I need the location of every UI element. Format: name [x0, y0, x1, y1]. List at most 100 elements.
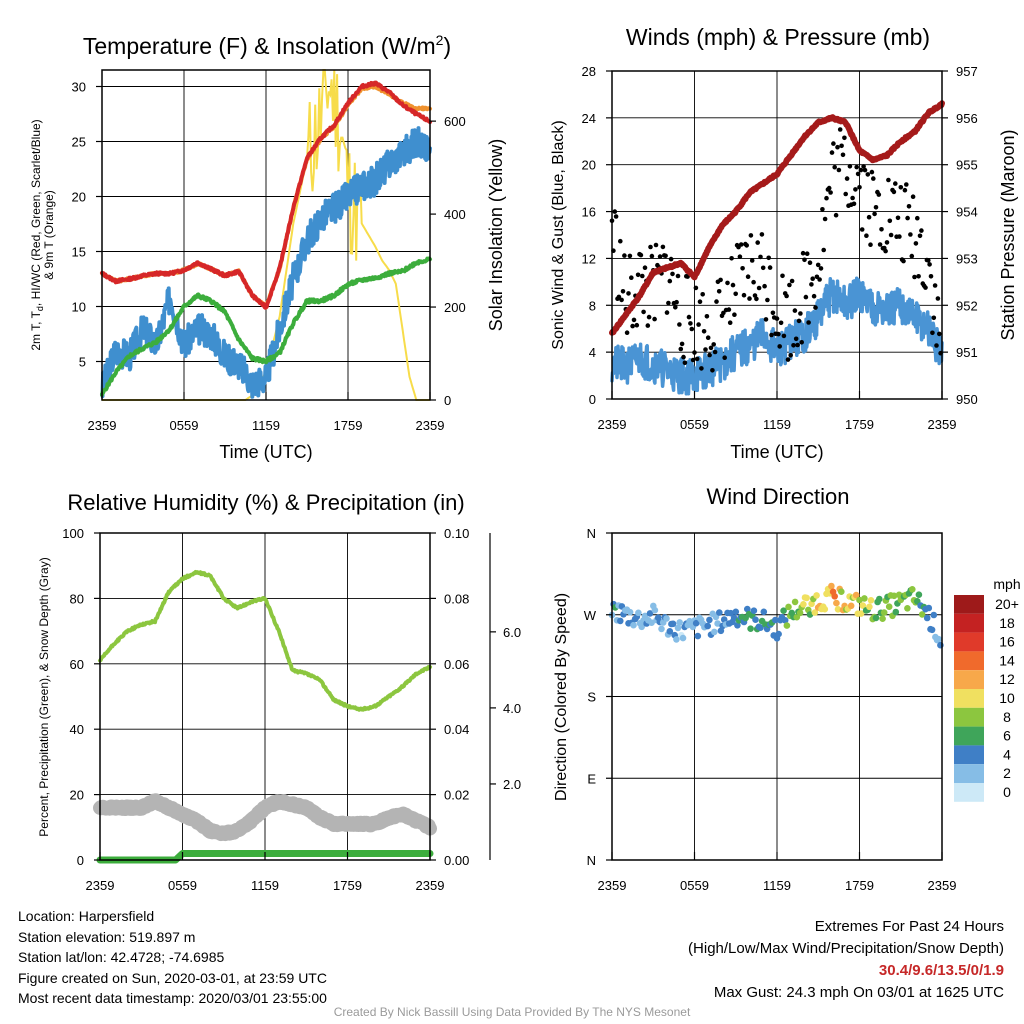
gust-point: [649, 253, 655, 259]
x-tick-label: 1759: [845, 878, 874, 893]
gust-point: [792, 308, 798, 313]
direction-point: [744, 605, 751, 613]
direction-point: [651, 606, 659, 614]
y-tick-label: 28: [582, 64, 596, 79]
direction-point: [781, 617, 789, 624]
x-tick-label: 2359: [416, 418, 445, 433]
temperature-ylabel-left: 2m T, Td, HI/WC (Red, Green, Scarlet/Blu…: [29, 119, 45, 350]
gust-point: [862, 167, 868, 173]
gust-point: [727, 320, 733, 326]
y-tick-label: 15: [72, 245, 86, 260]
gust-point: [901, 258, 906, 264]
gust-point: [824, 195, 829, 201]
gust-point: [934, 343, 939, 348]
station-location: Location: Harpersfield: [18, 908, 155, 924]
gust-point: [718, 277, 723, 283]
windchill-line: [100, 126, 432, 399]
direction-point: [648, 619, 655, 626]
y2-tick-label: 600: [444, 114, 466, 129]
x-tick-label: 1159: [252, 418, 280, 433]
pressure-line: [609, 100, 945, 336]
gust-point: [869, 169, 875, 175]
temperature-title: Temperature (F) & Insolation (W/m2): [83, 32, 451, 59]
x-tick-label: 0559: [680, 417, 709, 432]
gust-point: [780, 273, 785, 279]
direction-point: [679, 634, 687, 642]
x-tick-label: 0559: [170, 418, 199, 433]
y2-tick-label: 0.04: [444, 722, 469, 737]
colorbar-swatch: [954, 689, 984, 708]
direction-point: [923, 614, 931, 622]
gust-point: [675, 273, 681, 279]
colorbar-label: 14: [999, 652, 1015, 668]
colorbar-label: 8: [1003, 709, 1011, 725]
x-tick-label: 1759: [334, 418, 363, 433]
colorbar-swatch: [954, 595, 984, 614]
gust-point: [699, 366, 704, 371]
gust-point: [865, 172, 871, 177]
gust-point: [616, 294, 622, 300]
gust-point: [763, 317, 769, 322]
gust-point: [679, 341, 685, 347]
gust-point: [642, 265, 648, 271]
gust-point: [829, 150, 835, 155]
gust-point: [747, 296, 752, 301]
gust-point: [678, 346, 684, 352]
gust-point: [859, 227, 865, 232]
gust-point: [831, 141, 836, 146]
gust-point: [798, 311, 803, 316]
direction-point: [915, 591, 923, 598]
gust-point: [711, 342, 716, 347]
rh-line: [98, 569, 432, 712]
x-tick-label: 1759: [845, 417, 874, 432]
temperature-ylabel-right: Solar Insolation (Yellow): [486, 139, 506, 331]
gust-point: [667, 278, 673, 284]
gust-point: [744, 243, 749, 248]
gust-point: [673, 305, 678, 310]
gust-point: [631, 317, 637, 323]
y2-tick-label: 200: [444, 300, 466, 315]
humidity-title: Relative Humidity (%) & Precipitation (i…: [67, 490, 464, 515]
gust-point: [741, 292, 747, 298]
gust-point: [927, 262, 932, 267]
direction-point: [676, 619, 683, 626]
y-tick-label: 20: [72, 190, 86, 205]
gust-point: [871, 176, 876, 181]
y-tick-label: 0: [77, 853, 84, 868]
gust-point: [872, 211, 877, 217]
gust-point: [620, 289, 626, 294]
gust-point: [682, 360, 688, 366]
direction-point: [747, 625, 754, 632]
gust-point: [760, 265, 766, 271]
direction-point: [831, 593, 838, 600]
direction-point: [821, 605, 829, 613]
direction-point: [857, 610, 865, 617]
y2-tick-label: 0.10: [444, 526, 469, 541]
gust-point: [895, 215, 901, 221]
gust-point: [864, 233, 869, 238]
gust-point: [722, 355, 727, 361]
direction-point: [859, 602, 867, 609]
x-tick-label: 1159: [763, 878, 791, 893]
gust-point: [622, 253, 627, 258]
direction-point: [711, 628, 718, 636]
direction-point: [880, 609, 888, 616]
winds-title: Winds (mph) & Pressure (mb): [626, 24, 930, 50]
gust-point: [815, 262, 821, 268]
gust-point: [767, 265, 773, 270]
direction-point: [730, 614, 738, 622]
direction-point: [918, 611, 926, 618]
gust-point: [800, 250, 806, 256]
x-tick-label: 2359: [598, 417, 627, 432]
gust-point: [905, 215, 910, 221]
gust-point: [866, 214, 872, 220]
x-tick-label: 2359: [86, 878, 115, 893]
gust-point: [811, 293, 817, 299]
gust-point: [751, 279, 756, 285]
gust-point: [707, 352, 712, 358]
snow-depth-line: [93, 793, 437, 842]
direction-point: [635, 609, 642, 617]
snow-tick-label: 2.0: [503, 777, 521, 792]
gust-point: [850, 195, 855, 201]
